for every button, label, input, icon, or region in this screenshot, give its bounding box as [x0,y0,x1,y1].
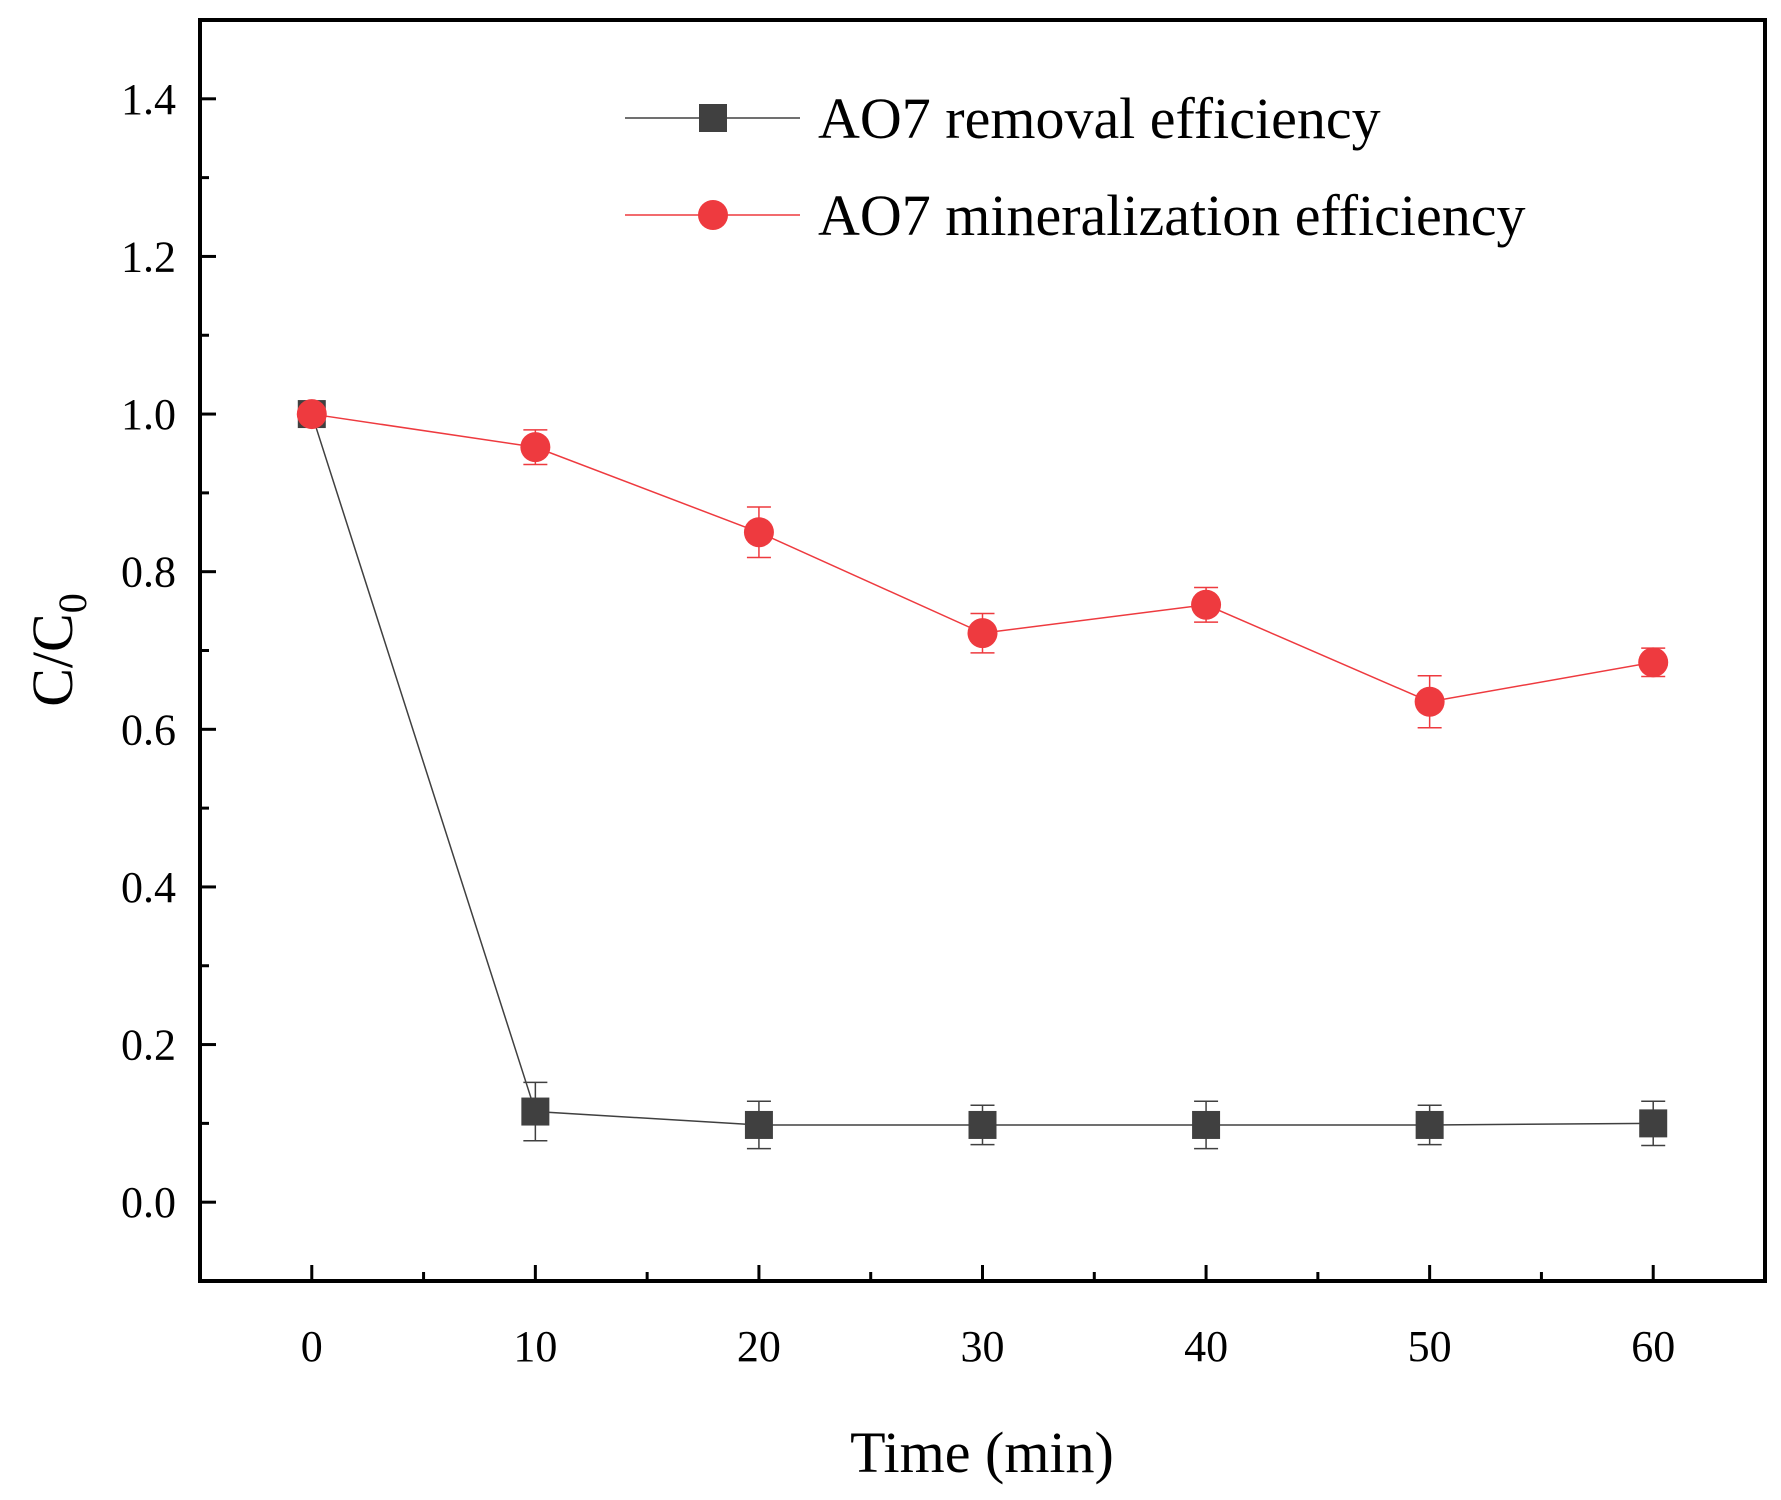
y-axis-title-subscript: 0 [50,593,95,613]
y-tick-label: 1.2 [121,232,176,281]
series-line [311,413,1654,703]
data-point-square [521,1097,550,1126]
legend-label-mineralization: AO7 mineralization efficiency [818,183,1526,248]
data-point-circle [520,432,551,463]
legend-entry-removal: AO7 removal efficiency [625,86,1381,151]
x-tick-label: 10 [513,1322,557,1371]
legend-marker-removal [699,104,727,132]
y-axis-title-main: C/C [20,613,85,707]
data-point-square [1639,1109,1668,1138]
data-point-square [1415,1110,1444,1139]
series-removal [297,400,1668,1150]
x-tick-label: 30 [961,1322,1005,1371]
y-tick-label: 0.6 [121,705,176,754]
y-tick-label: 0.0 [121,1178,176,1227]
x-tick-label: 50 [1408,1322,1452,1371]
y-axis-title: C/C0 [20,593,95,707]
data-point-circle [967,618,998,649]
data-point-circle [1638,647,1669,678]
data-point-square [744,1110,773,1139]
legend: AO7 removal efficiency AO7 mineralizatio… [625,86,1526,248]
axis-tick-labels: 0 10 20 30 40 50 60 0.0 0.2 0.4 0.6 0.8 1.0 1.2 1.4 [121,75,1675,1371]
data-point-circle [743,517,774,548]
y-tick-label: 1.0 [121,390,176,439]
y-tick-label: 0.8 [121,548,176,597]
legend-entry-mineralization: AO7 mineralization efficiency [625,183,1526,248]
series-line [311,413,1654,1126]
x-tick-label: 40 [1184,1322,1228,1371]
series-layer [296,399,1669,1150]
data-point-circle [296,399,327,430]
x-tick-label: 60 [1631,1322,1675,1371]
data-point-circle [1414,686,1445,717]
axis-ticks [200,97,1655,1281]
y-tick-label: 1.4 [121,75,176,124]
series-mineralization [296,399,1669,729]
x-tick-label: 20 [737,1322,781,1371]
y-tick-label: 0.4 [121,863,176,912]
legend-marker-mineralization [698,200,728,230]
y-tick-label: 0.2 [121,1021,176,1070]
x-axis-title: Time (min) [850,1420,1114,1485]
data-point-circle [1191,589,1222,620]
data-point-square [968,1110,997,1139]
data-point-square [1192,1110,1221,1139]
x-tick-label: 0 [301,1322,323,1371]
legend-label-removal: AO7 removal efficiency [818,86,1381,151]
